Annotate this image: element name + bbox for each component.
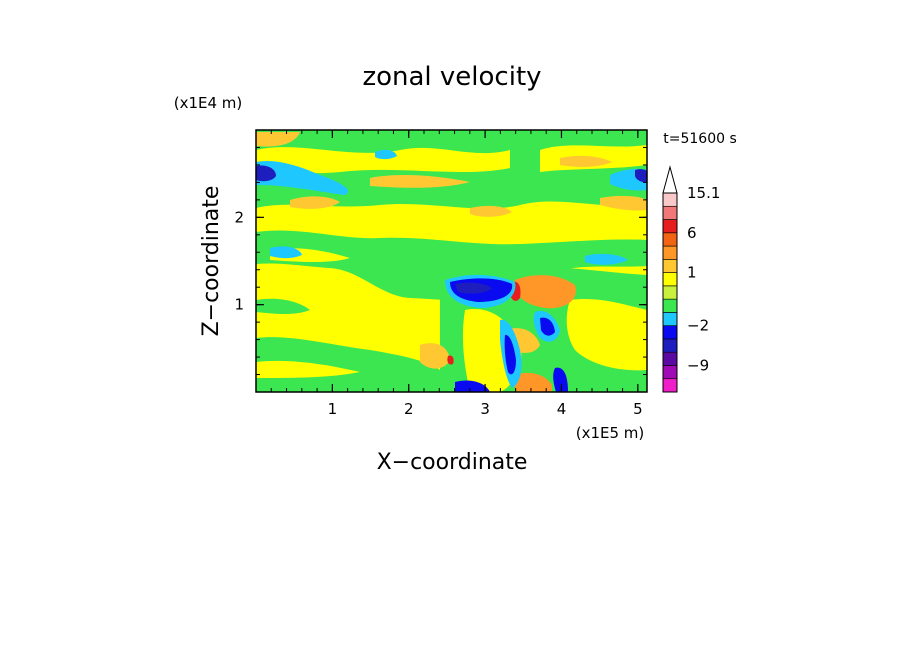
colorbar-tick-label: 15.1 <box>687 184 720 202</box>
colorbar: 15.1 6 1 −2 −9 <box>662 165 720 393</box>
field-region-top-orange-3 <box>560 155 612 167</box>
colorbar-segment <box>662 219 678 234</box>
field-region-lower-yellow <box>256 360 360 378</box>
colorbar-segment <box>662 192 678 207</box>
field-region-red-spot-2 <box>447 355 454 365</box>
colorbar-segment <box>662 205 678 220</box>
colorbar-segment <box>662 338 678 353</box>
plot-frame <box>255 129 648 393</box>
field-region-center-yellow-2 <box>566 299 647 371</box>
field-region-top-orange-2 <box>370 175 470 188</box>
y-axis-ticks: 12 <box>234 146 647 376</box>
field-region-navy-jet <box>455 282 492 294</box>
field-region-blue-streak <box>504 334 516 375</box>
field-region-top-orange <box>256 132 300 147</box>
field-region-orange-bottom <box>515 372 552 392</box>
field-region-center-orange <box>514 275 576 309</box>
field-region-top-orange-4 <box>600 195 647 211</box>
colorbar-segment <box>662 351 678 366</box>
field-region-blue-bottom-2 <box>553 367 568 392</box>
field-region-lower-green-2 <box>256 298 310 314</box>
colorbar-tick-label: 1 <box>687 264 697 282</box>
field-region-cyan-left <box>256 160 349 195</box>
heatmap-field <box>256 130 647 392</box>
x-tick-label: 3 <box>480 400 490 418</box>
time-label: t=51600 s <box>663 131 737 147</box>
field-region-blue-left <box>256 165 276 182</box>
colorbar-segment <box>662 285 678 300</box>
x-tick-label: 5 <box>633 400 643 418</box>
field-region-top-yellow <box>256 147 510 174</box>
colorbar-segment <box>662 245 678 260</box>
field-region-blue-bottom <box>455 380 490 392</box>
field-region-orange-left <box>420 343 450 369</box>
field-region-mid-orange-2 <box>470 205 512 217</box>
y-axis-label: Z−coordinate <box>199 186 224 337</box>
field-region-mid-orange <box>290 196 340 209</box>
y-unit-label: (x1E4 m) <box>174 94 243 112</box>
colorbar-segment <box>662 365 678 380</box>
field-region-blue-right <box>635 169 647 183</box>
field-region-cyan-top <box>375 149 397 160</box>
x-tick-label: 1 <box>328 400 338 418</box>
colorbar-segment <box>662 298 678 313</box>
y-tick-label: 1 <box>234 296 244 314</box>
x-unit-label: (x1E5 m) <box>576 424 645 442</box>
colorbar-tick-label: −2 <box>687 317 709 335</box>
colorbar-segment <box>662 232 678 247</box>
field-region-blue-cell <box>540 317 555 336</box>
x-tick-label: 2 <box>404 400 414 418</box>
chart-title: zonal velocity <box>362 62 541 92</box>
colorbar-tick-label: 6 <box>687 224 697 242</box>
colorbar-segment <box>662 272 678 287</box>
colorbar-extend-arrow <box>662 165 678 194</box>
x-tick-label: 4 <box>557 400 567 418</box>
field-region-lower-green <box>256 337 440 392</box>
x-axis-ticks: 1 2 3 4 5 <box>270 130 643 418</box>
colorbar-frame <box>662 192 678 393</box>
colorbar-segment <box>662 259 678 273</box>
colorbar-segment <box>662 312 678 326</box>
colorbar-segment <box>662 325 678 340</box>
field-region-mid-cyan-2 <box>585 253 628 265</box>
colorbar-segment <box>662 378 678 393</box>
y-tick-label: 2 <box>234 208 244 226</box>
x-axis-label: X−coordinate <box>377 450 528 475</box>
field-region-mid-cyan <box>270 246 302 259</box>
colorbar-tick-label: −9 <box>687 356 709 374</box>
